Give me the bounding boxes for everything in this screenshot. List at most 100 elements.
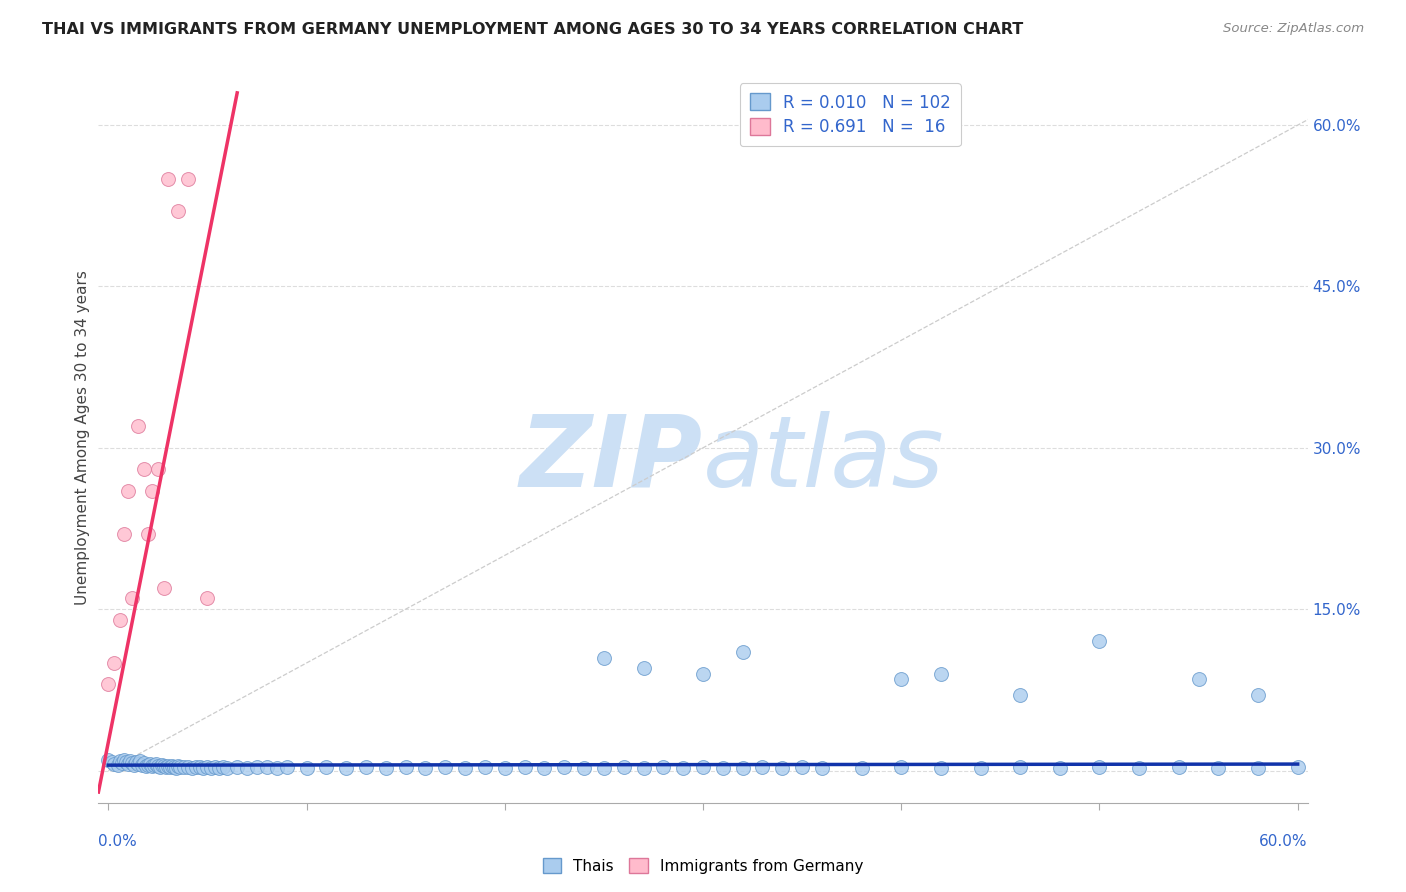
Point [969,761,991,775]
Point [266,761,288,775]
Point [159,760,181,774]
Point [711,761,734,775]
Point [193,761,215,775]
Point [184,760,207,774]
Point [751,760,773,774]
Point [1128,761,1150,775]
Point [112,527,135,541]
Point [103,757,125,772]
Y-axis label: Unemployment Among Ages 30 to 34 years: Unemployment Among Ages 30 to 34 years [75,269,90,605]
Point [731,761,754,775]
Point [150,758,173,772]
Point [153,759,176,773]
Point [173,760,195,774]
Point [652,760,675,774]
Point [149,760,172,774]
Point [226,760,249,774]
Text: atlas: atlas [703,410,945,508]
Point [139,757,162,772]
Point [513,760,536,774]
Text: Source: ZipAtlas.com: Source: ZipAtlas.com [1223,22,1364,36]
Point [929,761,952,775]
Point [494,761,516,775]
Text: 0.0%: 0.0% [98,834,138,849]
Point [121,591,143,606]
Point [155,760,177,774]
Point [146,759,169,773]
Point [110,754,132,768]
Point [145,757,167,772]
Point [1286,760,1309,774]
Point [115,755,138,769]
Point [474,760,496,774]
Point [166,204,188,219]
Point [415,761,437,775]
Legend: Thais, Immigrants from Germany: Thais, Immigrants from Germany [537,852,869,880]
Point [434,760,457,774]
Point [141,483,163,498]
Point [1049,761,1071,775]
Point [120,754,142,768]
Point [633,761,655,775]
Point [692,760,714,774]
Point [572,761,595,775]
Point [256,760,278,774]
Point [354,760,377,774]
Point [156,759,179,773]
Point [533,761,555,775]
Point [1088,760,1111,774]
Point [110,613,132,627]
Point [1247,688,1270,702]
Point [811,761,834,775]
Point [692,666,714,681]
Point [1167,760,1189,774]
Point [169,760,191,774]
Point [132,756,155,770]
Point [1208,761,1230,775]
Point [117,483,139,498]
Point [851,761,873,775]
Point [180,761,202,775]
Point [135,759,157,773]
Point [97,677,120,691]
Point [395,760,418,774]
Point [136,758,159,772]
Point [142,758,165,772]
Point [217,761,239,775]
Point [315,760,337,774]
Point [633,661,655,675]
Point [593,761,616,775]
Point [101,755,124,769]
Text: ZIP: ZIP [520,410,703,508]
Point [1088,634,1111,648]
Point [246,760,269,774]
Point [127,419,149,434]
Point [929,666,952,681]
Point [1187,672,1209,686]
Point [122,758,145,772]
Point [127,757,149,772]
Point [553,760,575,774]
Point [188,760,211,774]
Point [156,172,179,186]
Point [125,755,148,769]
Point [112,753,135,767]
Point [146,462,169,476]
Point [1010,688,1032,702]
Point [200,761,222,775]
Point [212,760,235,774]
Point [141,759,163,773]
Point [107,758,129,772]
Point [160,759,183,773]
Point [1247,761,1270,775]
Point [132,462,155,476]
Point [890,760,912,774]
Point [97,753,120,767]
Point [136,527,159,541]
Point [236,761,259,775]
Point [197,760,219,774]
Point [165,761,187,775]
Point [890,672,912,686]
Point [117,757,139,772]
Point [103,656,125,670]
